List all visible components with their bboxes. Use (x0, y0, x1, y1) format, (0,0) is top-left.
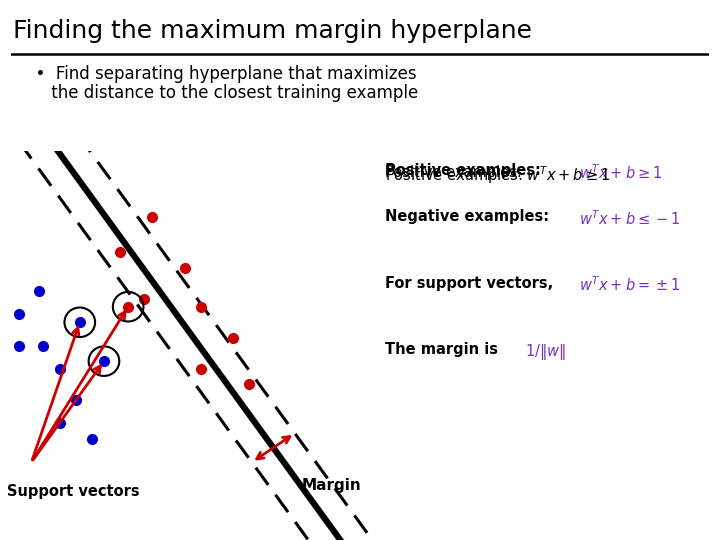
Text: $w^Tx + b \geq 1$: $w^Tx + b \geq 1$ (579, 163, 662, 182)
Text: Margin: Margin (302, 478, 361, 493)
Text: $w^Tx + b = \pm 1$: $w^Tx + b = \pm 1$ (579, 275, 680, 294)
Text: the distance to the closest training example: the distance to the closest training exa… (25, 84, 418, 102)
Text: Finding the maximum margin hyperplane: Finding the maximum margin hyperplane (13, 19, 532, 43)
Text: Support vectors: Support vectors (7, 484, 140, 498)
Text: For support vectors,: For support vectors, (384, 275, 558, 291)
Text: $1/\|w\|$: $1/\|w\|$ (526, 342, 567, 362)
Text: $w^Tx + b \leq -1$: $w^Tx + b \leq -1$ (579, 209, 680, 228)
Text: Negative examples:: Negative examples: (384, 209, 554, 224)
Text: Positive examples:: Positive examples: (384, 163, 546, 178)
Text: •  Find separating hyperplane that maximizes: • Find separating hyperplane that maximi… (25, 65, 417, 83)
Text: The margin is: The margin is (384, 342, 508, 357)
Text: Positive examples:: Positive examples: (385, 165, 527, 180)
Text: Positive examples: $w^Tx + b \geq 1$: Positive examples: $w^Tx + b \geq 1$ (385, 165, 611, 186)
